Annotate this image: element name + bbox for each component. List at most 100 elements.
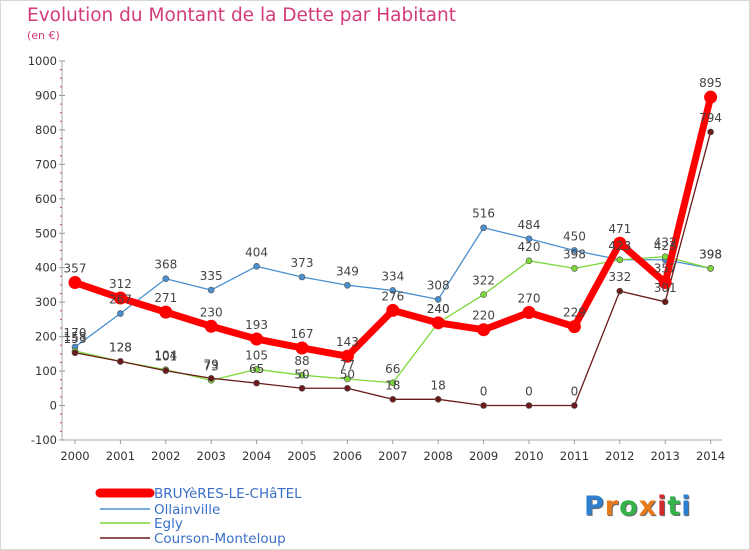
x-tick-label: 2009 <box>469 449 498 463</box>
y-tick-label: 900 <box>35 88 57 102</box>
legend-label: Courson-Monteloup <box>154 531 286 547</box>
data-label: 0 <box>480 385 488 399</box>
x-tick-label: 2011 <box>560 449 589 463</box>
y-tick-label: 0 <box>50 399 57 413</box>
series-point <box>389 287 397 294</box>
series-point <box>344 375 351 383</box>
series-point <box>480 224 487 232</box>
y-tick-label: -100 <box>31 433 57 447</box>
x-tick-label: 2006 <box>333 449 362 463</box>
x-tick-label: 2004 <box>242 449 271 463</box>
data-label: 398 <box>563 247 586 261</box>
series-point <box>253 366 260 373</box>
data-label: 50 <box>340 367 355 381</box>
data-label: 312 <box>109 277 132 291</box>
logo-letter: r <box>604 491 620 522</box>
y-tick-label: 100 <box>35 364 57 378</box>
data-label: 270 <box>518 291 541 305</box>
chart-legend: BRUYèRES-LE-CHâTELOllainvilleEglyCourson… <box>95 486 302 547</box>
data-label: 432 <box>654 236 677 250</box>
data-label: 240 <box>427 302 450 316</box>
series-point <box>480 402 487 409</box>
proxiti-logo: Proxiti <box>584 491 692 522</box>
chart-title: Evolution du Montant de la Dette par Hab… <box>27 5 456 26</box>
data-label: 484 <box>518 218 541 232</box>
logo-letter: x <box>638 491 658 522</box>
legend-label: Egly <box>154 516 183 532</box>
data-label: 153 <box>64 332 87 346</box>
series-point <box>616 256 624 264</box>
data-label: 230 <box>200 305 223 319</box>
series-point <box>613 236 627 250</box>
data-label: 271 <box>154 291 177 305</box>
x-tick-label: 2008 <box>424 449 453 463</box>
series-point <box>704 90 718 104</box>
data-label: 368 <box>154 258 177 272</box>
series-point <box>431 316 445 330</box>
series-point <box>117 358 124 365</box>
series-point <box>250 332 264 346</box>
x-tick-label: 2014 <box>696 449 725 463</box>
legend-label: BRUYèRES-LE-CHâTEL <box>154 486 302 502</box>
data-label: 794 <box>699 111 722 125</box>
series-point <box>707 265 714 272</box>
series-point <box>616 287 624 295</box>
data-label: 79 <box>204 357 219 371</box>
data-label: 77 <box>340 358 355 372</box>
data-label: 73 <box>204 359 219 373</box>
data-label: 895 <box>699 76 722 90</box>
series-point <box>386 303 400 317</box>
series-point <box>477 323 491 337</box>
series-point <box>207 374 215 382</box>
data-label: 276 <box>381 289 404 303</box>
data-label: 18 <box>385 378 400 392</box>
series-point <box>525 402 533 409</box>
data-label: 423 <box>608 239 631 253</box>
data-label: 516 <box>472 207 495 221</box>
data-label: 0 <box>571 385 579 399</box>
legend-label: Ollainville <box>154 502 220 518</box>
x-tick-label: 2002 <box>151 449 180 463</box>
data-label: 105 <box>245 348 268 362</box>
chart-unit: (en €) <box>27 29 60 42</box>
series-point <box>661 253 669 260</box>
series-point <box>344 281 351 289</box>
x-tick-label: 2013 <box>651 449 680 463</box>
chart-series <box>68 90 718 409</box>
data-label: 423 <box>654 239 677 253</box>
data-label: 267 <box>109 293 132 307</box>
data-label: 101 <box>154 350 177 364</box>
series-point <box>113 291 127 305</box>
x-tick-label: 2003 <box>197 449 226 463</box>
data-label: 229 <box>563 306 586 320</box>
data-label: 398 <box>699 247 722 261</box>
series-point <box>340 349 354 363</box>
data-label: 404 <box>245 245 268 259</box>
data-label: 349 <box>336 264 359 278</box>
series-point <box>162 367 170 375</box>
logo-letter: i <box>681 491 692 522</box>
x-tick-label: 2001 <box>106 449 135 463</box>
series-point <box>567 320 581 334</box>
y-tick-label: 600 <box>35 192 57 206</box>
data-label: 220 <box>472 309 495 323</box>
series-point <box>434 296 442 303</box>
series-point <box>298 384 306 392</box>
y-tick-label: 700 <box>35 157 57 171</box>
data-label: 143 <box>336 335 359 349</box>
data-label: 332 <box>608 270 631 284</box>
series-point <box>389 379 397 387</box>
x-tick-label: 2007 <box>378 449 407 463</box>
y-tick-label: 200 <box>35 330 57 344</box>
data-label: 88 <box>294 354 309 368</box>
data-label: 398 <box>699 247 722 261</box>
series-point <box>571 402 578 409</box>
series-point <box>707 128 714 136</box>
data-label: 357 <box>64 262 87 276</box>
logo-letter: t <box>667 491 682 522</box>
data-label: 0 <box>525 385 533 399</box>
series-point <box>298 273 306 281</box>
data-label: 450 <box>563 229 586 243</box>
